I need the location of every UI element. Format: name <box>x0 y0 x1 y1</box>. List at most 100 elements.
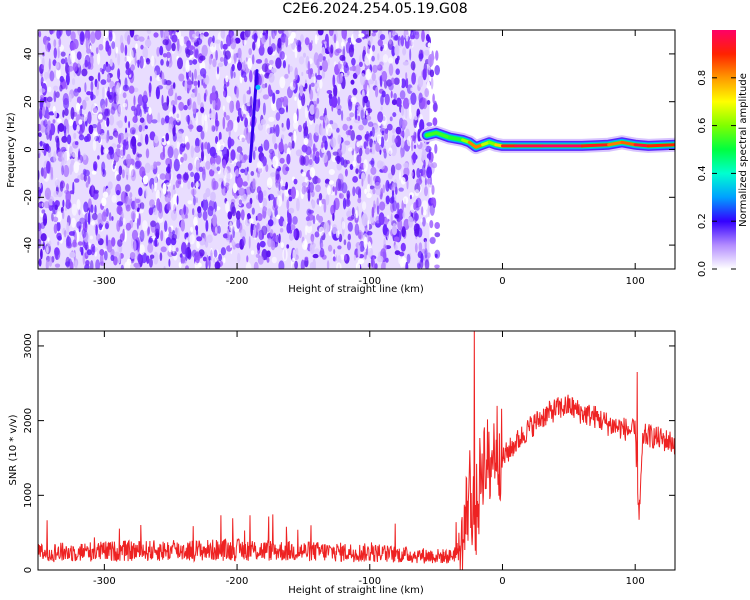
noise-blob <box>200 130 205 140</box>
noise-blob <box>168 258 171 267</box>
noise-blob <box>204 141 208 150</box>
noise-blob <box>301 185 307 195</box>
noise-blob <box>244 167 249 176</box>
noise-blob <box>63 164 70 178</box>
noise-blob <box>46 112 50 120</box>
noise-blob <box>82 252 86 265</box>
noise-blob <box>142 220 148 232</box>
noise-blob <box>47 145 51 153</box>
noise-blob <box>223 111 227 118</box>
noise-blob <box>247 173 250 182</box>
signal-ridge-segment <box>425 131 438 137</box>
noise-blob <box>214 261 221 269</box>
noise-blob <box>198 166 204 172</box>
noise-blob <box>124 44 128 57</box>
noise-blob <box>367 219 370 231</box>
noise-blob <box>187 124 194 130</box>
noise-blob <box>287 63 291 75</box>
noise-blob <box>173 189 176 195</box>
noise-blob <box>204 119 208 133</box>
noise-blob <box>244 117 249 128</box>
noise-blob <box>424 259 430 269</box>
noise-blob <box>372 188 376 195</box>
noise-blob <box>313 76 317 84</box>
noise-blob <box>45 259 49 269</box>
noise-blob <box>238 187 245 196</box>
noise-blob <box>375 142 381 153</box>
noise-blob <box>316 177 321 184</box>
noise-blob <box>171 42 176 52</box>
noise-blob <box>341 110 344 122</box>
noise-blob <box>427 203 430 216</box>
noise-blob <box>399 77 402 88</box>
noise-blob <box>218 253 223 262</box>
noise-blob <box>122 84 129 92</box>
noise-blob <box>410 35 416 40</box>
noise-blob <box>338 233 343 243</box>
noise-blob <box>76 124 80 132</box>
noise-blob <box>38 186 42 200</box>
noise-blob <box>76 221 82 229</box>
noise-blob <box>334 186 338 196</box>
noise-blob <box>102 37 106 51</box>
noise-blob <box>155 189 161 202</box>
noise-blob <box>185 59 190 73</box>
noise-blob <box>363 236 368 250</box>
noise-blob <box>42 213 48 226</box>
noise-blob <box>125 68 132 76</box>
x-tick-label: 0 <box>499 276 505 287</box>
noise-blob <box>364 188 367 195</box>
noise-blob <box>344 168 348 177</box>
noise-blob <box>282 248 288 262</box>
noise-blob <box>388 39 392 45</box>
noise-blob <box>258 45 265 56</box>
noise-blob <box>292 78 297 88</box>
noise-blob <box>77 58 81 68</box>
noise-blob <box>66 134 72 145</box>
noise-blob <box>352 160 357 167</box>
noise-blob <box>290 30 298 33</box>
noise-blob <box>176 195 179 205</box>
noise-blob <box>328 169 335 175</box>
noise-blob <box>235 243 241 249</box>
noise-blob <box>172 104 175 115</box>
noise-blob <box>388 57 394 64</box>
noise-blob <box>253 32 258 43</box>
noise-blob <box>74 260 78 269</box>
noise-blob <box>251 54 255 65</box>
noise-blob <box>192 59 198 65</box>
noise-blob <box>39 88 46 93</box>
noise-blob <box>246 90 251 95</box>
noise-blob <box>286 118 291 130</box>
signal-ridge-segment <box>646 143 675 148</box>
noise-blob <box>233 119 238 133</box>
noise-blob <box>398 255 401 264</box>
noise-blob <box>100 144 104 156</box>
noise-blob <box>399 90 406 100</box>
noise-blob <box>424 247 428 259</box>
noise-blob <box>212 35 215 44</box>
noise-blob <box>272 32 276 40</box>
noise-blob <box>102 191 109 198</box>
noise-blob <box>89 189 92 195</box>
noise-blob <box>225 115 230 121</box>
noise-blob <box>336 73 343 85</box>
noise-blob <box>234 37 241 44</box>
noise-blob <box>129 30 135 38</box>
noise-blob <box>366 192 372 199</box>
noise-blob <box>233 53 237 62</box>
noise-blob <box>192 208 195 216</box>
noise-blob <box>388 63 394 76</box>
noise-blob <box>106 90 110 98</box>
noise-blob <box>203 193 208 200</box>
noise-blob <box>255 59 263 64</box>
noise-blob <box>157 112 161 123</box>
noise-blob <box>426 100 431 105</box>
noise-blob <box>212 97 216 110</box>
noise-blob <box>199 139 202 148</box>
noise-blob <box>299 84 304 97</box>
noise-blob <box>235 168 239 177</box>
noise-blob <box>164 194 171 203</box>
noise-blob <box>201 198 209 211</box>
noise-blob <box>386 215 390 220</box>
